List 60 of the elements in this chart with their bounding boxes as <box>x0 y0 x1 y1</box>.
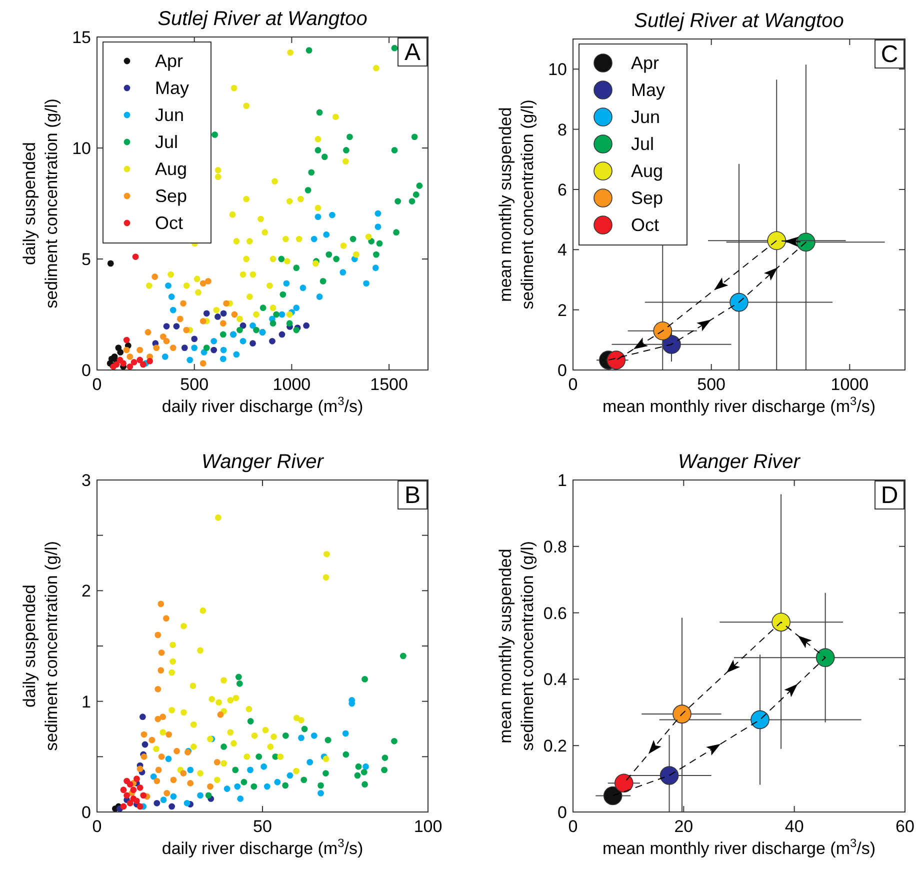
x-axis-title: mean monthly river discharge (m$^{3}$/s) <box>602 836 876 858</box>
y-tick-label: 15 <box>72 28 91 47</box>
y-axis-title: mean monthly suspended sediment concentration (g/l) <box>496 541 537 751</box>
y-axis-title: daily suspended sediment concentration (g/l) <box>20 98 61 308</box>
y-tick-label: 0 <box>558 803 567 822</box>
y-tick-label: 0.8 <box>543 537 567 556</box>
annotation: D <box>880 482 898 509</box>
y-tick-label: 8 <box>558 120 567 140</box>
legend-label: Jun <box>631 107 660 127</box>
x-axis-title: daily river discharge (m$^{3}$/s) <box>162 394 364 416</box>
y-tick-label: 4 <box>558 240 567 260</box>
legend-label: Apr <box>631 53 660 73</box>
legend-label: Oct <box>155 213 184 233</box>
y-tick-label: 0 <box>558 361 567 380</box>
x-axis-title: mean monthly river discharge (m$^{3}$/s) <box>602 394 876 416</box>
y-tick-label: 6 <box>558 180 567 200</box>
x-axis-title: daily river discharge (m$^{3}$/s) <box>162 836 364 858</box>
y-tick-label: 2 <box>558 300 567 320</box>
y-axis-title: daily suspended sediment concentration (g/l) <box>20 541 61 751</box>
legend-label: Jul <box>155 132 178 152</box>
annotation: B <box>404 482 421 509</box>
y-tick-label: 5 <box>82 250 91 269</box>
legend-label: Jul <box>631 134 654 154</box>
y-tick-label: 2 <box>82 582 91 601</box>
chart-title: Wanger River <box>678 451 802 473</box>
legend-label: Aug <box>155 159 188 179</box>
x-tick-label: 1500 <box>370 375 408 394</box>
chart-title: Sutlej River at Wangtoo <box>634 10 844 32</box>
y-axis-title: mean monthly suspended sediment concentration (g/l) <box>496 100 537 310</box>
y-tick-label: 0.2 <box>543 736 567 756</box>
x-tick-label: 500 <box>697 375 726 394</box>
annotation: C <box>880 41 898 68</box>
x-tick-label: 100 <box>414 817 442 836</box>
y-tick-label: 3 <box>82 471 91 490</box>
x-tick-label: 20 <box>674 817 694 836</box>
x-tick-label: 40 <box>784 817 804 836</box>
x-tick-label: 1000 <box>272 375 311 394</box>
x-tick-label: 50 <box>253 817 272 836</box>
legend-label: May <box>631 80 666 100</box>
chart-title: Sutlej River at Wangtoo <box>158 8 368 30</box>
y-tick-label: 0 <box>82 361 91 380</box>
y-tick-label: 1 <box>82 692 91 712</box>
legend-label: Apr <box>155 51 184 71</box>
legend-label: Sep <box>631 188 664 208</box>
y-tick-label: 10 <box>548 60 567 80</box>
legend-label: Oct <box>631 215 660 235</box>
legend-label: Jun <box>155 105 184 125</box>
x-tick-label: 1000 <box>830 375 869 394</box>
y-tick-label: 0 <box>82 803 91 822</box>
legend-label: Sep <box>155 186 188 206</box>
chart-title: Wanger River <box>202 451 325 473</box>
y-tick-label: 0.4 <box>543 670 567 690</box>
x-tick-label: 500 <box>180 375 209 394</box>
annotation: A <box>404 39 421 66</box>
x-tick-label: 60 <box>896 817 914 836</box>
y-tick-label: 0.6 <box>543 604 567 623</box>
y-tick-label: 10 <box>72 139 91 158</box>
y-tick-label: 1 <box>558 471 567 490</box>
legend-label: Aug <box>631 161 664 181</box>
legend-label: May <box>155 78 190 98</box>
